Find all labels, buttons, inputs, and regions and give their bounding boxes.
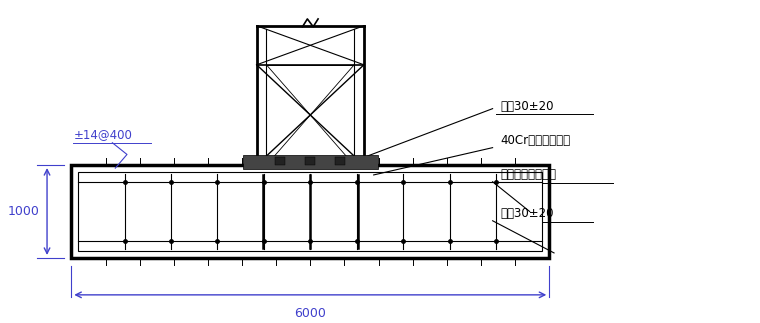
Bar — [78, 172, 543, 251]
Text: 40Cr塔吸专用螺栋: 40Cr塔吸专用螺栋 — [500, 134, 571, 147]
Bar — [275, 157, 285, 165]
Bar — [306, 157, 315, 165]
Text: 双呃30±20: 双呃30±20 — [500, 100, 554, 113]
Bar — [71, 165, 549, 258]
Text: 塔吸专用定位钑板: 塔吸专用定位钑板 — [500, 168, 556, 182]
Bar — [335, 157, 345, 165]
Text: 1000: 1000 — [8, 205, 40, 218]
Text: 双呃30±20: 双呃30±20 — [500, 207, 554, 220]
Bar — [243, 155, 378, 169]
Text: ±14@400: ±14@400 — [74, 129, 132, 141]
Text: 6000: 6000 — [294, 307, 326, 319]
